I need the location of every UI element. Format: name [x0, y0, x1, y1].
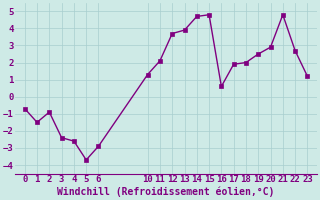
X-axis label: Windchill (Refroidissement éolien,°C): Windchill (Refroidissement éolien,°C) — [57, 187, 275, 197]
